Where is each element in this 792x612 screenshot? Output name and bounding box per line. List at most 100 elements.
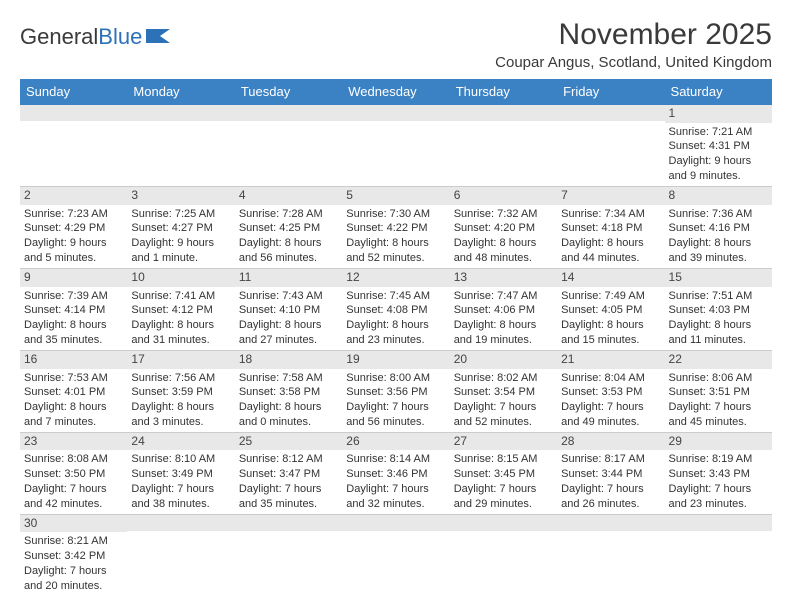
calendar-row: 2Sunrise: 7:23 AMSunset: 4:29 PMDaylight… (20, 186, 772, 268)
day-line-sr: Sunrise: 7:47 AM (454, 289, 553, 304)
day-number: 20 (450, 351, 557, 369)
day-line-sr: Sunrise: 7:23 AM (24, 207, 123, 222)
day-line-sr: Sunrise: 7:21 AM (669, 125, 768, 140)
calendar-cell: 26Sunrise: 8:14 AMSunset: 3:46 PMDayligh… (342, 432, 449, 514)
day-number: 1 (665, 105, 772, 123)
day-details (450, 531, 557, 587)
col-friday: Friday (557, 79, 664, 105)
day-number: 28 (557, 433, 664, 451)
day-line-dl2: and 42 minutes. (24, 497, 123, 512)
month-title: November 2025 (495, 18, 772, 52)
day-line-sr: Sunrise: 8:12 AM (239, 452, 338, 467)
day-line-dl2: and 56 minutes. (346, 415, 445, 430)
day-details: Sunrise: 8:06 AMSunset: 3:51 PMDaylight:… (665, 369, 772, 432)
calendar-cell (557, 514, 664, 595)
col-sunday: Sunday (20, 79, 127, 105)
day-details: Sunrise: 7:30 AMSunset: 4:22 PMDaylight:… (342, 205, 449, 268)
day-line-dl1: Daylight: 7 hours (239, 482, 338, 497)
day-details: Sunrise: 7:41 AMSunset: 4:12 PMDaylight:… (127, 287, 234, 350)
day-line-dl1: Daylight: 9 hours (131, 236, 230, 251)
day-line-dl1: Daylight: 8 hours (346, 236, 445, 251)
header: GeneralBlue November 2025 Coupar Angus, … (20, 18, 772, 71)
day-line-dl1: Daylight: 7 hours (669, 400, 768, 415)
logo: GeneralBlue (20, 18, 172, 50)
day-line-ss: Sunset: 3:42 PM (24, 549, 123, 564)
day-line-dl2: and 19 minutes. (454, 333, 553, 348)
day-line-dl2: and 23 minutes. (669, 497, 768, 512)
calendar-cell: 14Sunrise: 7:49 AMSunset: 4:05 PMDayligh… (557, 268, 664, 350)
day-details: Sunrise: 7:49 AMSunset: 4:05 PMDaylight:… (557, 287, 664, 350)
day-details: Sunrise: 7:53 AMSunset: 4:01 PMDaylight:… (20, 369, 127, 432)
day-line-sr: Sunrise: 7:41 AM (131, 289, 230, 304)
logo-flag-icon (146, 27, 172, 45)
day-line-sr: Sunrise: 7:58 AM (239, 371, 338, 386)
calendar-cell (20, 105, 127, 187)
calendar-cell: 25Sunrise: 8:12 AMSunset: 3:47 PMDayligh… (235, 432, 342, 514)
day-line-dl1: Daylight: 8 hours (239, 400, 338, 415)
calendar-cell (235, 514, 342, 595)
day-line-sr: Sunrise: 7:36 AM (669, 207, 768, 222)
calendar-cell: 22Sunrise: 8:06 AMSunset: 3:51 PMDayligh… (665, 350, 772, 432)
day-line-ss: Sunset: 4:31 PM (669, 139, 768, 154)
day-number: 26 (342, 433, 449, 451)
day-line-ss: Sunset: 4:08 PM (346, 303, 445, 318)
day-number (235, 105, 342, 121)
calendar-cell: 4Sunrise: 7:28 AMSunset: 4:25 PMDaylight… (235, 186, 342, 268)
calendar-cell: 8Sunrise: 7:36 AMSunset: 4:16 PMDaylight… (665, 186, 772, 268)
day-number: 16 (20, 351, 127, 369)
day-line-dl1: Daylight: 7 hours (24, 482, 123, 497)
col-thursday: Thursday (450, 79, 557, 105)
day-details (342, 531, 449, 587)
day-line-ss: Sunset: 4:06 PM (454, 303, 553, 318)
day-line-dl1: Daylight: 7 hours (561, 482, 660, 497)
day-details (235, 531, 342, 587)
calendar-cell (342, 514, 449, 595)
day-details (127, 121, 234, 177)
calendar-cell (127, 514, 234, 595)
day-line-ss: Sunset: 4:22 PM (346, 221, 445, 236)
day-number: 15 (665, 269, 772, 287)
calendar-cell: 27Sunrise: 8:15 AMSunset: 3:45 PMDayligh… (450, 432, 557, 514)
day-details (127, 531, 234, 587)
day-line-dl2: and 7 minutes. (24, 415, 123, 430)
day-line-sr: Sunrise: 7:43 AM (239, 289, 338, 304)
calendar-cell: 19Sunrise: 8:00 AMSunset: 3:56 PMDayligh… (342, 350, 449, 432)
day-line-dl1: Daylight: 8 hours (669, 318, 768, 333)
day-details (342, 121, 449, 177)
day-line-dl1: Daylight: 8 hours (131, 318, 230, 333)
day-line-dl1: Daylight: 8 hours (239, 318, 338, 333)
calendar-cell (557, 105, 664, 187)
calendar-cell: 1Sunrise: 7:21 AMSunset: 4:31 PMDaylight… (665, 105, 772, 187)
day-line-dl1: Daylight: 8 hours (669, 236, 768, 251)
day-details: Sunrise: 8:15 AMSunset: 3:45 PMDaylight:… (450, 450, 557, 513)
col-wednesday: Wednesday (342, 79, 449, 105)
day-number: 29 (665, 433, 772, 451)
day-line-dl1: Daylight: 7 hours (24, 564, 123, 579)
day-details: Sunrise: 7:21 AMSunset: 4:31 PMDaylight:… (665, 123, 772, 186)
day-line-dl2: and 1 minute. (131, 251, 230, 266)
day-line-dl2: and 31 minutes. (131, 333, 230, 348)
day-line-dl2: and 29 minutes. (454, 497, 553, 512)
day-number: 6 (450, 187, 557, 205)
day-details: Sunrise: 7:36 AMSunset: 4:16 PMDaylight:… (665, 205, 772, 268)
calendar-cell: 16Sunrise: 7:53 AMSunset: 4:01 PMDayligh… (20, 350, 127, 432)
day-line-dl2: and 26 minutes. (561, 497, 660, 512)
calendar-row: 23Sunrise: 8:08 AMSunset: 3:50 PMDayligh… (20, 432, 772, 514)
day-line-dl2: and 5 minutes. (24, 251, 123, 266)
calendar-cell: 15Sunrise: 7:51 AMSunset: 4:03 PMDayligh… (665, 268, 772, 350)
day-line-sr: Sunrise: 8:10 AM (131, 452, 230, 467)
day-line-ss: Sunset: 4:18 PM (561, 221, 660, 236)
day-details: Sunrise: 7:39 AMSunset: 4:14 PMDaylight:… (20, 287, 127, 350)
calendar-cell: 7Sunrise: 7:34 AMSunset: 4:18 PMDaylight… (557, 186, 664, 268)
day-line-dl2: and 35 minutes. (24, 333, 123, 348)
calendar-cell (450, 105, 557, 187)
day-line-dl1: Daylight: 8 hours (454, 318, 553, 333)
day-line-dl1: Daylight: 7 hours (669, 482, 768, 497)
day-number: 24 (127, 433, 234, 451)
day-number: 30 (20, 515, 127, 533)
day-line-dl2: and 52 minutes. (454, 415, 553, 430)
day-number (342, 515, 449, 531)
calendar-cell: 28Sunrise: 8:17 AMSunset: 3:44 PMDayligh… (557, 432, 664, 514)
calendar-cell: 17Sunrise: 7:56 AMSunset: 3:59 PMDayligh… (127, 350, 234, 432)
day-line-sr: Sunrise: 7:25 AM (131, 207, 230, 222)
